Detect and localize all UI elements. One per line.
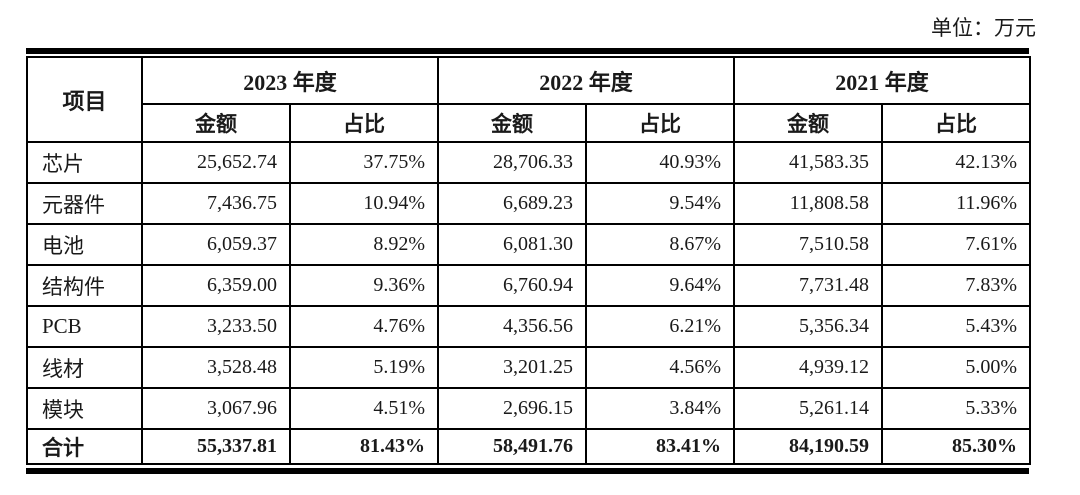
amount-cell: 11,808.58 bbox=[733, 182, 884, 225]
ratio-cell: 42.13% bbox=[881, 141, 1032, 184]
cost-breakdown-table-wrapper: 项目 2023 年度 2022 年度 2021 年度 金额 占比 金额 占比 金… bbox=[26, 48, 1032, 474]
amount-cell: 3,067.96 bbox=[141, 387, 291, 430]
amount-cell: 7,436.75 bbox=[141, 182, 291, 225]
ratio-cell: 5.00% bbox=[881, 346, 1032, 389]
amount-cell: 6,760.94 bbox=[437, 264, 588, 307]
item-cell: 合计 bbox=[26, 428, 143, 465]
ratio-cell: 37.75% bbox=[288, 141, 440, 184]
ratio-cell: 11.96% bbox=[881, 182, 1032, 225]
amount-cell: 5,261.14 bbox=[733, 387, 884, 430]
header-year-2022: 2022 年度 bbox=[437, 56, 736, 105]
item-cell: 电池 bbox=[26, 223, 143, 266]
ratio-cell: 4.56% bbox=[585, 346, 736, 389]
header-ratio-2023: 占比 bbox=[288, 103, 440, 143]
ratio-cell: 9.64% bbox=[585, 264, 736, 307]
header-amount-2022: 金额 bbox=[437, 103, 588, 143]
unit-label: 单位：万元 bbox=[931, 16, 1036, 40]
ratio-cell: 5.43% bbox=[881, 305, 1032, 348]
amount-cell: 84,190.59 bbox=[733, 428, 884, 465]
ratio-cell: 10.94% bbox=[288, 182, 440, 225]
amount-cell: 41,583.35 bbox=[733, 141, 884, 184]
ratio-cell: 83.41% bbox=[585, 428, 736, 465]
table-row-battery: 电池 6,059.37 8.92% 6,081.30 8.67% 7,510.5… bbox=[26, 223, 1032, 266]
amount-cell: 6,059.37 bbox=[141, 223, 291, 266]
ratio-cell: 85.30% bbox=[881, 428, 1032, 465]
amount-cell: 6,689.23 bbox=[437, 182, 588, 225]
amount-cell: 5,356.34 bbox=[733, 305, 884, 348]
item-cell: 模块 bbox=[26, 387, 143, 430]
header-year-2023: 2023 年度 bbox=[140, 56, 440, 105]
cost-breakdown-table: 项目 2023 年度 2022 年度 2021 年度 金额 占比 金额 占比 金… bbox=[26, 56, 1032, 465]
amount-cell: 2,696.15 bbox=[437, 387, 588, 430]
amount-cell: 4,356.56 bbox=[437, 305, 588, 348]
ratio-cell: 81.43% bbox=[288, 428, 440, 465]
header-year-row: 项目 2023 年度 2022 年度 2021 年度 bbox=[26, 56, 1032, 143]
header-amount-2021: 金额 bbox=[733, 103, 884, 143]
header-amount-2023: 金额 bbox=[141, 103, 291, 143]
amount-cell: 28,706.33 bbox=[437, 141, 588, 184]
header-ratio-2021: 占比 bbox=[881, 103, 1032, 143]
table-row-chips: 芯片 25,652.74 37.75% 28,706.33 40.93% 41,… bbox=[26, 141, 1032, 184]
amount-cell: 3,201.25 bbox=[437, 346, 588, 389]
amount-cell: 4,939.12 bbox=[733, 346, 884, 389]
amount-cell: 25,652.74 bbox=[141, 141, 291, 184]
ratio-cell: 4.76% bbox=[288, 305, 440, 348]
ratio-cell: 5.19% bbox=[288, 346, 440, 389]
amount-cell: 55,337.81 bbox=[141, 428, 291, 465]
ratio-cell: 3.84% bbox=[585, 387, 736, 430]
ratio-cell: 9.36% bbox=[288, 264, 440, 307]
header-sub-row: 金额 占比 金额 占比 金额 占比 bbox=[27, 103, 1032, 143]
amount-cell: 3,233.50 bbox=[141, 305, 291, 348]
header-year-2021: 2021 年度 bbox=[733, 56, 1032, 105]
ratio-cell: 9.54% bbox=[585, 182, 736, 225]
table-row-components: 元器件 7,436.75 10.94% 6,689.23 9.54% 11,80… bbox=[26, 182, 1032, 225]
item-cell: 元器件 bbox=[26, 182, 143, 225]
ratio-cell: 6.21% bbox=[585, 305, 736, 348]
amount-cell: 7,731.48 bbox=[733, 264, 884, 307]
ratio-cell: 8.92% bbox=[288, 223, 440, 266]
amount-cell: 58,491.76 bbox=[437, 428, 588, 465]
table-row-structural: 结构件 6,359.00 9.36% 6,760.94 9.64% 7,731.… bbox=[26, 264, 1032, 307]
item-cell: 结构件 bbox=[26, 264, 143, 307]
ratio-cell: 40.93% bbox=[585, 141, 736, 184]
header-item: 项目 bbox=[26, 56, 143, 143]
amount-cell: 3,528.48 bbox=[141, 346, 291, 389]
table-row-modules: 模块 3,067.96 4.51% 2,696.15 3.84% 5,261.1… bbox=[26, 387, 1032, 430]
item-cell: 线材 bbox=[26, 346, 143, 389]
ratio-cell: 7.61% bbox=[881, 223, 1032, 266]
ratio-cell: 7.83% bbox=[881, 264, 1032, 307]
amount-cell: 7,510.58 bbox=[733, 223, 884, 266]
table-row-pcb: PCB 3,233.50 4.76% 4,356.56 6.21% 5,356.… bbox=[26, 305, 1032, 348]
ratio-cell: 5.33% bbox=[881, 387, 1032, 430]
ratio-cell: 8.67% bbox=[585, 223, 736, 266]
table-row-wires: 线材 3,528.48 5.19% 3,201.25 4.56% 4,939.1… bbox=[26, 346, 1032, 389]
amount-cell: 6,081.30 bbox=[437, 223, 588, 266]
header-ratio-2022: 占比 bbox=[585, 103, 736, 143]
item-cell: PCB bbox=[26, 305, 143, 348]
table-row-total: 合计 55,337.81 81.43% 58,491.76 83.41% 84,… bbox=[26, 428, 1032, 465]
amount-cell: 6,359.00 bbox=[141, 264, 291, 307]
ratio-cell: 4.51% bbox=[288, 387, 440, 430]
item-cell: 芯片 bbox=[26, 141, 143, 184]
